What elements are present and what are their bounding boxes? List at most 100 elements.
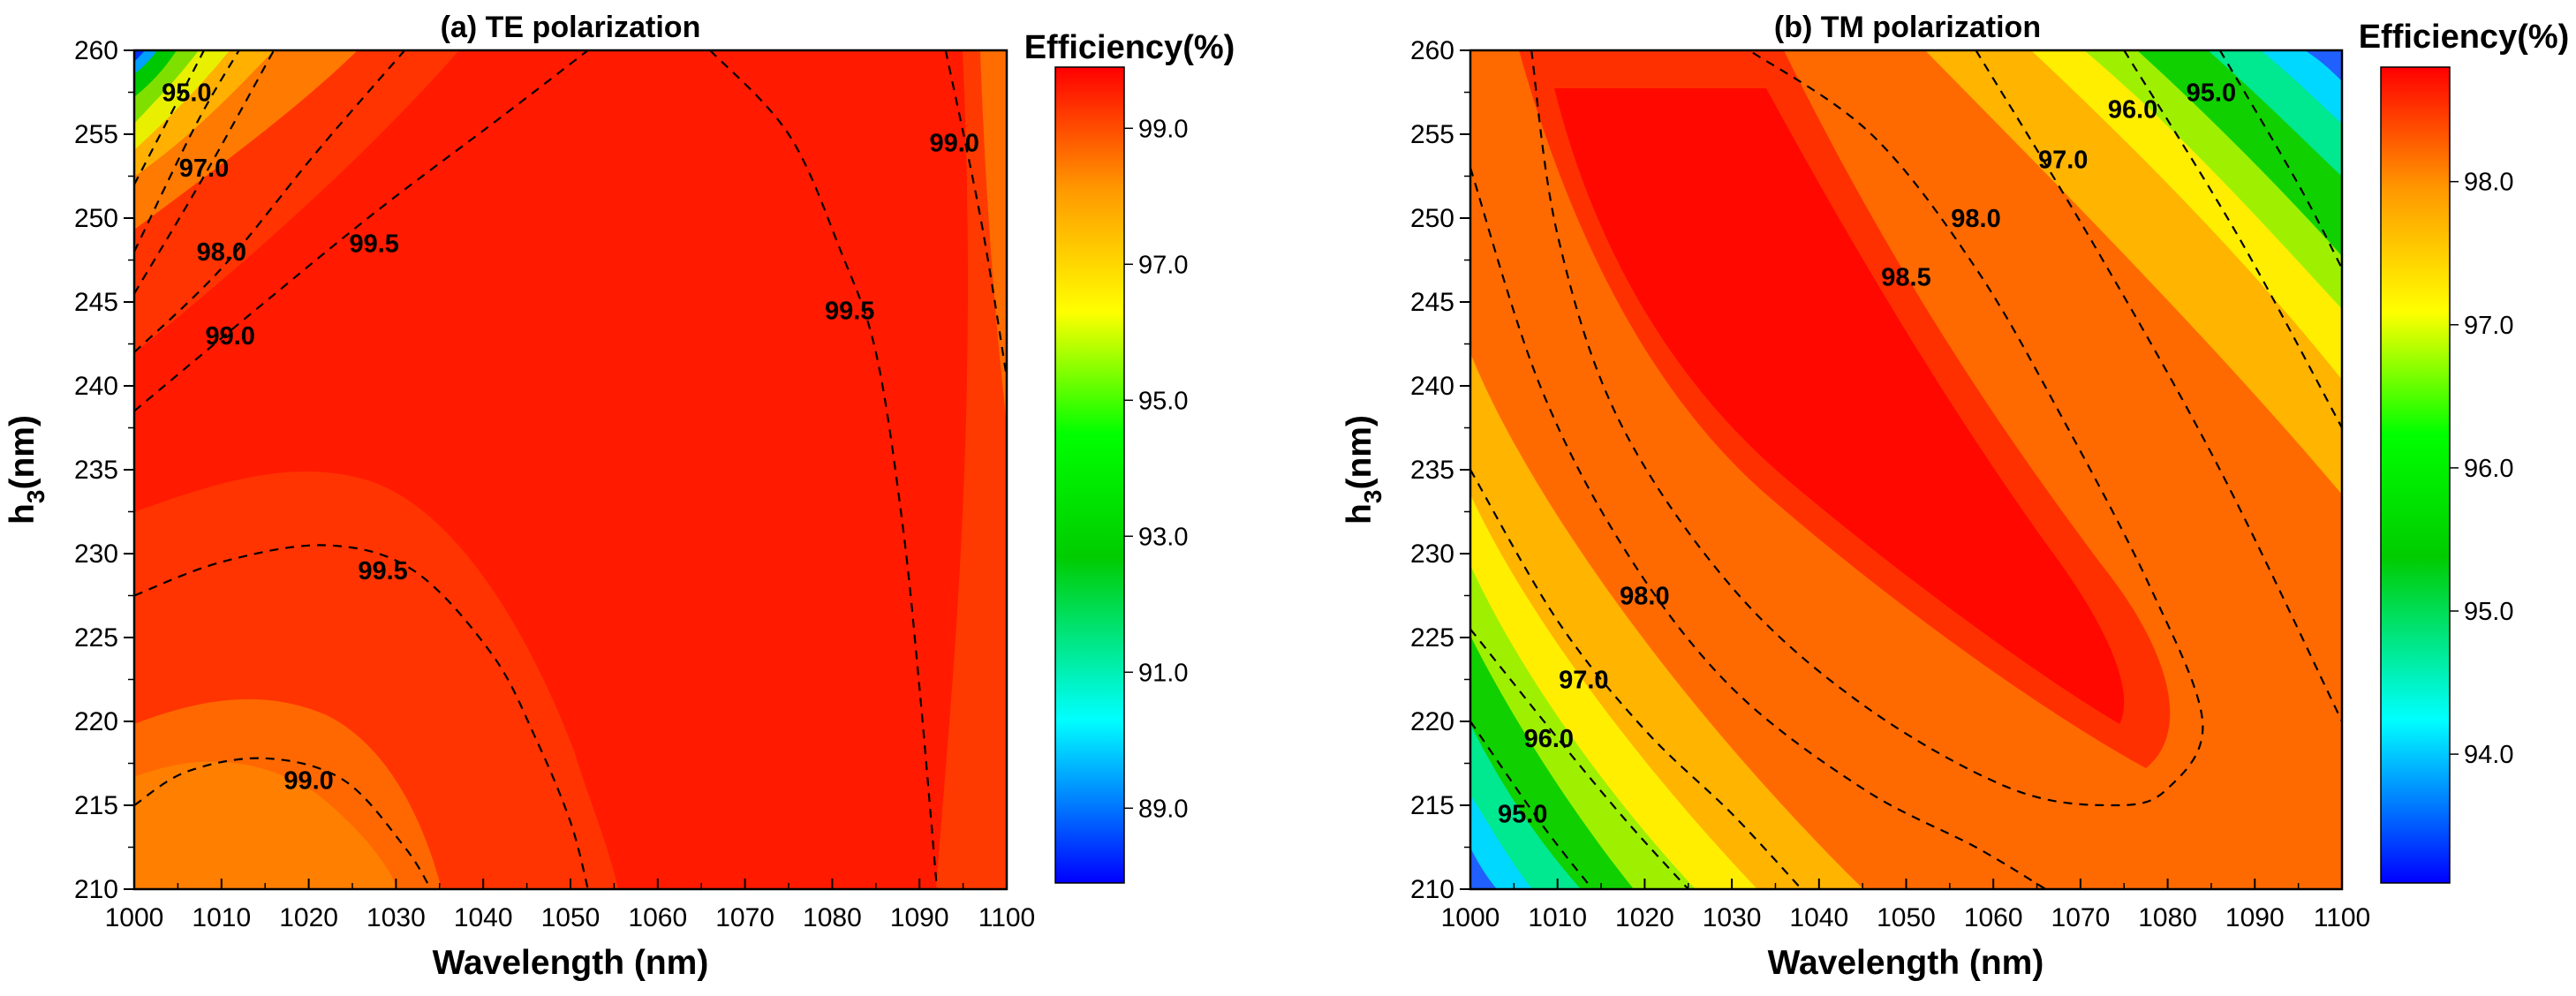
panel-a-plot-area (134, 50, 1007, 889)
panel-a-y-tick-label: 215 (74, 791, 118, 820)
panel-a-region-lower-left-deep (134, 761, 397, 889)
panel-b-x-axis-label: Wavelength (nm) (1768, 944, 2044, 982)
panel-a-band-89 (134, 50, 145, 62)
panel-b-band-upper-94 (2261, 50, 2342, 124)
panel-a-x-tick-label: 1070 (715, 903, 774, 932)
panel-a-x-tick-label: 1080 (803, 903, 862, 932)
panel-b-colorbar-title: Efficiency(%) (2359, 19, 2570, 56)
panel-a-colorbar-ticks: 89.0 91.0 93.0 95.0 97.0 99.0 (1124, 115, 1188, 823)
panel-a-y-tick-label: 230 (74, 540, 118, 569)
panel-a-colorbar-title: Efficiency(%) (1024, 29, 1235, 66)
panel-a-y-tick-label: 245 (74, 288, 118, 317)
panel-a-x-tick-label: 1060 (628, 903, 687, 932)
panel-b-colorbar-tick-label: 94.0 (2464, 741, 2513, 769)
panel-b-contour-label: 95.0 (2187, 79, 2236, 108)
panel-b-colorbar-ticks: 94.0 95.0 96.0 97.0 98.0 (2450, 169, 2513, 769)
panel-a-contour-label: 99.5 (349, 230, 398, 259)
panel-b-y-tick-label: 235 (1410, 456, 1454, 485)
panel-b-contour-label: 98.0 (1951, 205, 2000, 233)
panel-a-colorbar (1054, 66, 1125, 884)
panel-b-y-label-main: h (1341, 503, 1379, 524)
panel-a-y-tick-label: 260 (74, 36, 118, 65)
panel-a-x-tick-label: 1020 (279, 903, 338, 932)
panel-a-colorbar-tick-label: 93.0 (1138, 523, 1188, 551)
panel-b-x-tick-label: 1080 (2138, 903, 2197, 932)
panel-b-contour-label: 98.5 (1881, 264, 1930, 292)
panel-a-y-tick-label: 250 (74, 204, 118, 233)
panel-b-x-tick-label: 1050 (1877, 903, 1936, 932)
panel-b-y-tick-label: 210 (1410, 875, 1454, 904)
panel-b-colorbar (2380, 66, 2451, 884)
panel-a-contour-label: 95.0 (162, 79, 211, 108)
panel-b-x-tick-label: 1000 (1441, 903, 1500, 932)
panel-b-y-label-sub: 3 (1359, 490, 1386, 504)
panel-a-contour-label: 99.5 (358, 557, 407, 585)
panel-a-contours (134, 50, 1007, 889)
panel-b-band-lower-93 (1470, 848, 1497, 889)
panel-b-axis-ticks: 1000 1010 1020 1030 1040 1050 1060 1070 1080 1090… (1410, 36, 2370, 932)
panel-a-contour-label: 99.0 (205, 322, 254, 351)
panel-b: (b) TM polarization 1000 1010 1020 (1341, 11, 2569, 982)
panel-b-colorbar-tick-label: 95.0 (2464, 598, 2513, 626)
panel-b-contour-label: 96.0 (1524, 725, 1574, 753)
panel-a-y-label-tail: (nm) (4, 415, 42, 489)
panel-b-x-tick-label: 1040 (1789, 903, 1848, 932)
panel-b-x-tick-label: 1020 (1615, 903, 1674, 932)
panel-b-y-tick-label: 230 (1410, 540, 1454, 569)
panel-a-y-axis-label: h3(nm) (4, 415, 49, 524)
panel-a-x-tick-label: 1040 (454, 903, 513, 932)
panel-a-region-right-core (980, 50, 1007, 424)
panel-b-band-lower-94 (1470, 795, 1532, 889)
panel-a-contour-labels: 95.0 97.0 98.0 99.0 99.5 99.5 99.0 99.5 99.0 (162, 79, 979, 796)
panel-b-contour-label: 96.0 (2108, 96, 2157, 124)
panel-a-contour-line (134, 544, 589, 889)
panel-a-contour-label: 99.0 (283, 767, 333, 796)
panel-a-x-tick-label: 1050 (541, 903, 601, 932)
panel-a-contour-label: 99.0 (929, 130, 978, 158)
panel-a-x-tick-label: 1000 (105, 903, 164, 932)
panel-b-contour-label: 97.0 (2038, 147, 2088, 175)
panel-a-colorbar-tick-label: 97.0 (1138, 251, 1188, 279)
panel-a-contour-line (134, 50, 276, 295)
panel-b-contours (1470, 50, 2342, 889)
panel-a-contour-line (709, 50, 939, 889)
panel-a-contour-label: 99.5 (825, 298, 874, 326)
panel-a-x-tick-label: 1100 (978, 903, 1036, 932)
panel-b-contour-labels: 95.0 96.0 97.0 98.0 98.5 98.0 97.0 96.0 95.0 (1498, 79, 2236, 829)
panel-b-contour-line (2123, 50, 2342, 429)
panel-a-x-axis-label: Wavelength (nm) (433, 944, 709, 982)
panel-b-y-tick-label: 220 (1410, 707, 1454, 736)
panel-a-y-tick-label: 240 (74, 372, 118, 401)
panel-a-y-tick-label: 220 (74, 707, 118, 736)
panel-a-colorbar-tick-label: 89.0 (1138, 795, 1188, 823)
panel-b-colorbar-tick-label: 96.0 (2464, 455, 2513, 483)
panel-a-axis-ticks: 1000 1010 1020 1030 1040 1050 1060 1070 1080 1090… (74, 36, 1035, 932)
panel-a-colorbar-tick-label: 99.0 (1138, 115, 1188, 143)
panel-b-plot-area (1470, 50, 2342, 889)
panel-a-region-right (936, 50, 1007, 889)
panel-b-y-label-tail: (nm) (1341, 415, 1379, 489)
panel-b-y-tick-label: 240 (1410, 372, 1454, 401)
panel-b-contour-line (2218, 50, 2342, 269)
panel-a-title: (a) TE polarization (441, 11, 701, 44)
panel-a-contour-line (134, 50, 240, 253)
panel-b-contour-line (1470, 469, 1802, 889)
panel-a-contour-label: 98.0 (197, 238, 246, 267)
panel-b-y-tick-label: 245 (1410, 288, 1454, 317)
panel-a-y-tick-label: 210 (74, 875, 118, 904)
panel-b-band-upper-93 (2305, 50, 2342, 81)
panel-b-contour-line (1530, 50, 2204, 807)
panel-b-y-tick-label: 255 (1410, 120, 1454, 149)
panel-a-y-label-main: h (4, 503, 42, 524)
panel-a-x-tick-label: 1090 (890, 903, 949, 932)
panel-b-y-tick-label: 260 (1410, 36, 1454, 65)
panel-b-y-tick-label: 215 (1410, 791, 1454, 820)
panel-b-x-tick-label: 1010 (1528, 903, 1587, 932)
panel-a-contour-line (134, 757, 432, 889)
panel-a: (a) TE polarization 1000 1010 1020 1030 1040… (4, 11, 1235, 982)
panel-a-colorbar-tick-label: 91.0 (1138, 659, 1188, 687)
panel-a-x-tick-label: 1030 (366, 903, 426, 932)
panel-b-x-tick-label: 1060 (1964, 903, 2023, 932)
panel-b-core (1554, 88, 2125, 724)
